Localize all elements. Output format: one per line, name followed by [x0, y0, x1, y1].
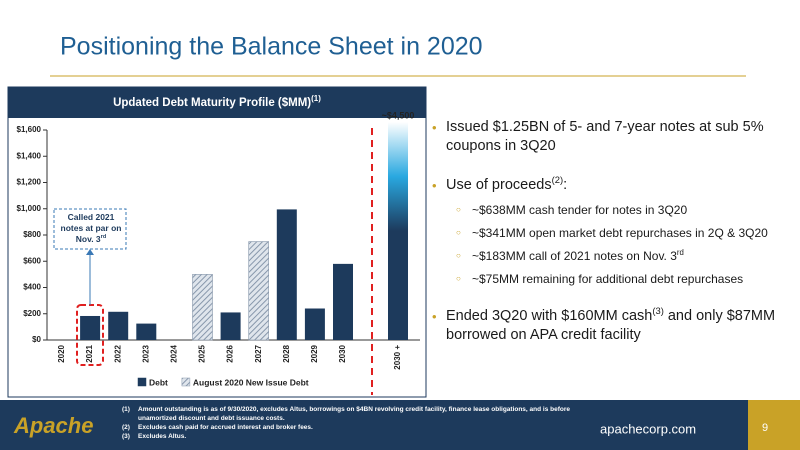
- x-tick-label: 2030: [338, 344, 347, 362]
- y-tick-label: $1,600: [17, 125, 42, 134]
- chart-title-note: (1): [311, 94, 321, 103]
- y-tick-label: $200: [23, 309, 41, 318]
- annotation-box: [53, 208, 127, 250]
- bar: [304, 308, 325, 340]
- bar: [276, 209, 297, 340]
- x-tick-label: 2024: [170, 344, 179, 362]
- bar: [192, 274, 213, 341]
- legend-label: Debt: [149, 377, 168, 387]
- superscript: (3): [652, 305, 664, 317]
- annotation-text: Called 2021 notes at par on Nov. 3: [60, 212, 122, 244]
- bullet: Issued $1.25BN of 5- and 7-year notes at…: [432, 118, 782, 156]
- value-label: ~$4,500: [382, 110, 415, 120]
- x-tick-label: 2023: [141, 344, 150, 362]
- bar: [388, 122, 408, 340]
- footnote-number: (1): [122, 406, 130, 413]
- y-tick-label: $600: [23, 256, 41, 265]
- slide-title: Positioning the Balance Sheet in 2020: [60, 33, 483, 61]
- y-tick-label: $0: [32, 335, 41, 344]
- text: Use of proceeds: [446, 177, 552, 193]
- text: :: [563, 177, 568, 193]
- footnote: (2) Excludes cash paid for accrued intere…: [122, 423, 602, 432]
- superscript: (2): [551, 174, 564, 186]
- text: ~$75MM remaining for additional debt rep…: [472, 272, 744, 286]
- y-tick-label: $400: [23, 283, 41, 292]
- x-tick-label: 2021: [85, 344, 94, 362]
- y-tick-label: $1,000: [17, 204, 42, 213]
- x-tick-label: 2026: [226, 344, 235, 362]
- bullet: Ended 3Q20 with $160MM cash(3) and only …: [432, 305, 782, 345]
- bar: [108, 311, 129, 340]
- sub-bullet: ~$183MM call of 2021 notes on Nov. 3rd: [446, 248, 782, 264]
- x-tick-label: 2028: [282, 344, 291, 362]
- legend-swatch: [137, 377, 147, 387]
- annotation-sup: rd: [100, 234, 107, 241]
- x-tick-label: 2025: [198, 344, 207, 362]
- footnote-text: Amount outstanding is as of 9/30/2020, e…: [138, 406, 570, 422]
- footnotes: (1) Amount outstanding is as of 9/30/2020…: [122, 405, 602, 441]
- plot: $0 $200 $400 $600 $800 $1,000 $1,200 $1,400 $1,6…: [17, 110, 420, 387]
- footer-band: [0, 400, 800, 450]
- sub-bullet: ~$75MM remaining for additional debt rep…: [446, 271, 782, 287]
- annotation: Called 2021 notes at par on Nov. 3rd: [57, 212, 125, 245]
- footnote: (1) Amount outstanding is as of 9/30/2020…: [122, 405, 602, 423]
- bar: [80, 315, 101, 340]
- x-tick-label: 2020: [57, 344, 66, 362]
- x-tick-label: 2027: [254, 344, 263, 362]
- bullet-list: Issued $1.25BN of 5- and 7-year notes at…: [432, 118, 782, 365]
- sub-bullet: ~$638MM cash tender for notes in 3Q20: [446, 202, 782, 218]
- bar: [248, 241, 269, 341]
- sub-bullet: ~$341MM open market debt repurchases in …: [446, 225, 782, 241]
- chart-title-text: Updated Debt Maturity Profile ($MM): [113, 97, 311, 109]
- website: apachecorp.com: [600, 421, 696, 436]
- page-number: 9: [762, 422, 768, 434]
- text: Ended 3Q20 with $160MM cash: [446, 308, 653, 324]
- legend-label: August 2020 New Issue Debt: [193, 377, 309, 387]
- bullet: Use of proceeds(2): ~$638MM cash tender f…: [432, 174, 782, 287]
- chart-title: Updated Debt Maturity Profile ($MM)(1): [113, 94, 321, 109]
- text: ~$183MM call of 2021 notes on Nov. 3: [472, 249, 677, 263]
- legend-swatch: [181, 377, 191, 387]
- y-tick-label: $1,400: [17, 151, 42, 160]
- annotation-arrowhead: [86, 249, 94, 255]
- superscript: rd: [676, 248, 684, 257]
- bar: [136, 323, 157, 340]
- footnote-number: (3): [122, 433, 130, 440]
- footnote-text: Excludes Altus.: [138, 433, 187, 440]
- x-tick-label: 2030 +: [393, 345, 402, 370]
- y-tick-label: $800: [23, 230, 41, 239]
- bar: [333, 263, 353, 340]
- text: ~$341MM open market debt repurchases in …: [472, 226, 768, 240]
- footnote: (3) Excludes Altus.: [122, 432, 602, 441]
- text: and only $87MM borrowed on APA credit fa…: [446, 308, 776, 343]
- footnote-text: Excludes cash paid for accrued interest …: [138, 424, 313, 431]
- footnote-number: (2): [122, 424, 130, 431]
- chart-header: [8, 87, 426, 118]
- x-tick-label: 2029: [310, 344, 319, 362]
- text: Issued $1.25BN of 5- and 7-year notes at…: [446, 119, 764, 154]
- text: ~$638MM cash tender for notes in 3Q20: [472, 203, 688, 217]
- bar: [220, 312, 241, 340]
- x-tick-label: 2022: [113, 344, 122, 362]
- page-box: [748, 400, 800, 450]
- y-tick-label: $1,200: [17, 178, 42, 187]
- logo: Apache: [13, 413, 93, 438]
